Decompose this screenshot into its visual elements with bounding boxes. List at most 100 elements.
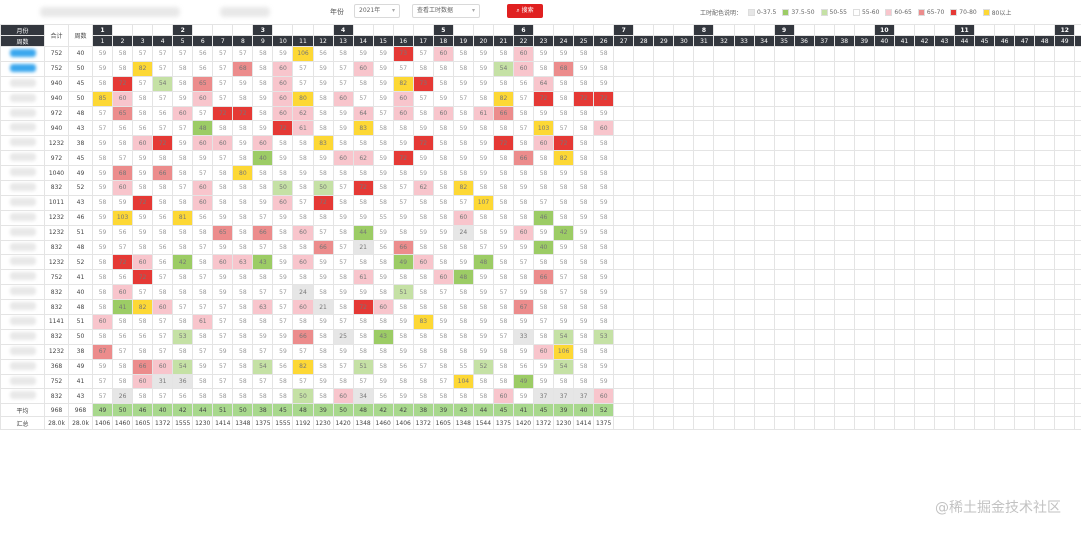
hours-cell[interactable]: 57 [352,90,374,107]
hours-cell[interactable]: 53 [172,328,194,345]
hours-cell[interactable] [853,194,875,211]
hours-cell[interactable]: 58 [492,254,514,271]
hours-cell[interactable] [974,373,996,390]
hours-cell[interactable] [1014,120,1036,137]
hours-cell[interactable] [673,314,695,330]
hours-cell[interactable]: 58 [212,165,234,182]
hours-cell[interactable] [1074,358,1081,375]
hours-cell[interactable]: 59 [91,180,114,196]
hours-cell[interactable]: 57 [192,239,214,256]
hours-cell[interactable] [793,358,815,375]
hours-cell[interactable]: 60 [132,135,154,152]
hours-cell[interactable] [873,358,895,375]
hours-cell[interactable] [793,299,815,316]
hours-cell[interactable]: 58 [232,328,254,345]
hours-cell[interactable]: 58 [492,75,514,92]
hours-cell[interactable] [873,299,895,316]
hours-cell[interactable] [673,284,695,301]
hours-cell[interactable]: 72 [573,90,595,107]
hours-cell[interactable] [713,105,735,122]
hours-cell[interactable] [1034,194,1056,211]
hours-cell[interactable]: 57 [252,343,274,360]
hours-cell[interactable]: 59 [472,75,494,92]
hours-cell[interactable]: 60 [533,343,555,360]
hours-cell[interactable] [873,120,895,137]
hours-cell[interactable]: 57 [412,46,434,62]
hours-cell[interactable] [873,105,895,122]
hours-cell[interactable] [893,90,915,107]
hours-cell[interactable]: 58 [512,269,535,286]
hours-cell[interactable]: 59 [312,60,334,77]
hours-cell[interactable] [1054,328,1076,345]
hours-cell[interactable] [813,105,835,122]
hours-cell[interactable] [1074,165,1081,182]
hours-cell[interactable]: 58 [452,46,474,62]
hours-cell[interactable] [1074,46,1081,62]
hours-cell[interactable] [713,165,735,182]
hours-cell[interactable]: 57 [332,254,354,271]
hours-cell[interactable] [913,328,935,345]
hours-cell[interactable]: 72 [312,194,334,211]
hours-cell[interactable]: 59 [312,314,334,330]
hours-cell[interactable]: 57 [512,120,535,137]
hours-cell[interactable] [853,328,875,345]
hours-cell[interactable]: 82 [492,90,514,107]
hours-cell[interactable]: 58 [573,254,595,271]
hours-cell[interactable]: 57 [332,239,354,256]
hours-cell[interactable] [1034,314,1056,330]
hours-cell[interactable]: 60 [332,150,354,167]
hours-cell[interactable] [813,150,835,167]
hours-cell[interactable]: 72 [553,135,575,152]
hours-cell[interactable]: 50 [312,180,334,196]
hours-cell[interactable]: 58 [372,194,394,211]
hours-cell[interactable] [813,46,835,62]
hours-cell[interactable]: 58 [352,343,374,360]
hours-cell[interactable]: 59 [452,120,474,137]
hours-cell[interactable]: 59 [452,254,474,271]
hours-cell[interactable]: 58 [412,60,434,77]
hours-cell[interactable] [773,105,795,122]
hours-cell[interactable]: 59 [593,284,615,301]
hours-cell[interactable] [1014,358,1036,375]
hours-cell[interactable]: 58 [392,299,414,316]
hours-cell[interactable]: 59 [272,343,294,360]
hours-cell[interactable]: 58 [452,105,474,122]
table-row[interactable]: 832 48 58 41 82 60 57 57 57 58 63 57 60 21 58 72 60 58 58 5… [0,299,1081,316]
hours-cell[interactable]: 58 [232,299,254,316]
hours-cell[interactable]: 58 [573,239,595,256]
hours-cell[interactable] [853,284,875,301]
hours-cell[interactable] [653,269,675,286]
hours-cell[interactable]: 60 [192,90,214,107]
hours-cell[interactable] [893,358,915,375]
hours-cell[interactable]: 37 [573,388,595,405]
hours-cell[interactable]: 58 [352,254,374,271]
hours-cell[interactable] [954,328,976,345]
hours-cell[interactable] [913,165,935,182]
hours-cell[interactable]: 56 [132,328,154,345]
hours-cell[interactable] [954,299,976,316]
hours-cell[interactable]: 57 [212,90,234,107]
hours-cell[interactable]: 82 [132,60,154,77]
hours-cell[interactable] [733,299,755,316]
hours-cell[interactable]: 58 [212,194,234,211]
hours-cell[interactable] [653,388,675,405]
hours-cell[interactable]: 58 [292,150,314,167]
hours-cell[interactable]: 60 [432,105,454,122]
table-row[interactable]: 972 48 57 65 58 56 60 57 72 72 58 60 62 58 59 64 57 60 58 6… [0,105,1081,122]
hours-cell[interactable]: 59 [573,314,595,330]
hours-cell[interactable]: 57 [212,75,234,92]
hours-cell[interactable] [713,358,735,375]
hours-cell[interactable]: 21 [352,239,374,256]
table-row[interactable]: 368 49 59 58 66 60 54 59 57 58 54 56 82 58 57 51 58 56 57 5… [0,358,1081,375]
hours-cell[interactable]: 48 [192,120,214,137]
hours-cell[interactable]: 58 [553,90,575,107]
year-select[interactable]: 2021年 ▾ [354,4,400,18]
hours-cell[interactable]: 58 [272,165,294,182]
hours-cell[interactable] [1034,254,1056,271]
hours-cell[interactable]: 60 [533,135,555,152]
hours-cell[interactable]: 59 [232,75,254,92]
hours-cell[interactable]: 59 [332,343,354,360]
hours-cell[interactable]: 59 [232,135,254,152]
hours-cell[interactable]: 57 [152,60,174,77]
hours-cell[interactable] [613,209,635,226]
